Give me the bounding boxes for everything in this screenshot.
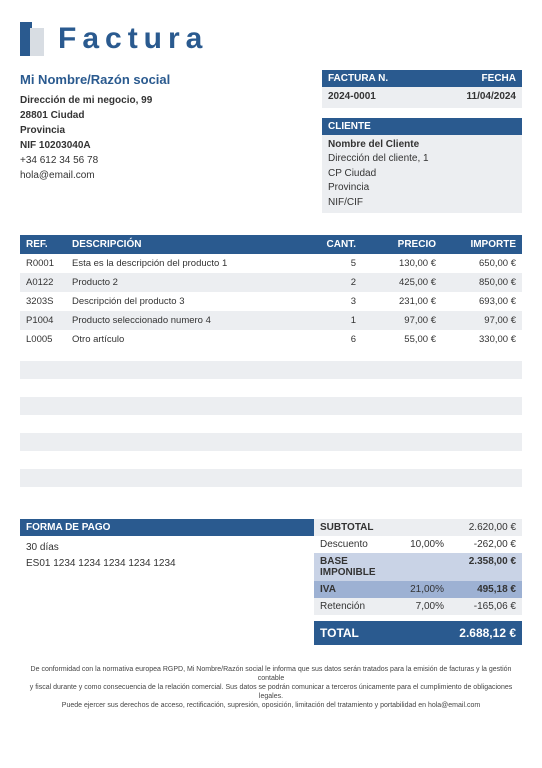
empty-row bbox=[20, 361, 522, 379]
invoice-meta-values: 2024-0001 11/04/2024 bbox=[322, 87, 522, 108]
col-ref: REF. bbox=[20, 235, 66, 254]
col-amt: IMPORTE bbox=[442, 235, 522, 254]
cell-ref: L0005 bbox=[20, 330, 66, 349]
items-header-row: REF. DESCRIPCIÓN CANT. PRECIO IMPORTE bbox=[20, 235, 522, 254]
sender-block: Mi Nombre/Razón social Dirección de mi n… bbox=[20, 70, 170, 213]
cell-amt: 850,00 € bbox=[442, 273, 522, 292]
table-row: A0122Producto 22425,00 €850,00 € bbox=[20, 273, 522, 292]
empty-row bbox=[20, 379, 522, 397]
sender-address: Dirección de mi negocio, 99 bbox=[20, 93, 170, 108]
payment-iban: ES01 1234 1234 1234 1234 1234 bbox=[26, 556, 308, 572]
items-table: REF. DESCRIPCIÓN CANT. PRECIO IMPORTE R0… bbox=[20, 235, 522, 349]
totals-retention: Retención 7,00% -165,06 € bbox=[314, 598, 522, 615]
totals-iva: IVA 21,00% 495,18 € bbox=[314, 581, 522, 598]
table-row: L0005Otro artículo655,00 €330,00 € bbox=[20, 330, 522, 349]
cell-desc: Descripción del producto 3 bbox=[66, 292, 316, 311]
cell-amt: 693,00 € bbox=[442, 292, 522, 311]
cell-qty: 6 bbox=[316, 330, 362, 349]
table-row: R0001Esta es la descripción del producto… bbox=[20, 254, 522, 273]
cell-qty: 5 bbox=[316, 254, 362, 273]
cell-price: 97,00 € bbox=[362, 311, 442, 330]
cell-desc: Producto seleccionado numero 4 bbox=[66, 311, 316, 330]
sender-city: 28801 Ciudad bbox=[20, 108, 170, 123]
client-block: CLIENTE Nombre del Cliente Dirección del… bbox=[322, 118, 522, 214]
cell-price: 55,00 € bbox=[362, 330, 442, 349]
col-price: PRECIO bbox=[362, 235, 442, 254]
sender-name: Mi Nombre/Razón social bbox=[20, 70, 170, 90]
empty-row bbox=[20, 451, 522, 469]
cell-amt: 330,00 € bbox=[442, 330, 522, 349]
cell-qty: 3 bbox=[316, 292, 362, 311]
empty-row bbox=[20, 397, 522, 415]
totals-block: SUBTOTAL 2.620,00 € Descuento 10,00% -26… bbox=[314, 519, 522, 645]
client-header: CLIENTE bbox=[322, 118, 522, 135]
cell-qty: 2 bbox=[316, 273, 362, 292]
payment-terms: 30 días bbox=[26, 540, 308, 556]
sender-nif: NIF 10203040A bbox=[20, 138, 170, 153]
invoice-number-label: FACTURA N. bbox=[328, 73, 388, 84]
cell-price: 130,00 € bbox=[362, 254, 442, 273]
invoice-date: 11/04/2024 bbox=[467, 90, 517, 105]
payment-header: FORMA DE PAGO bbox=[20, 519, 314, 536]
client-address: Dirección del cliente, 1 bbox=[328, 152, 516, 167]
totals-discount: Descuento 10,00% -262,00 € bbox=[314, 536, 522, 553]
cell-price: 425,00 € bbox=[362, 273, 442, 292]
empty-row bbox=[20, 487, 522, 505]
totals-subtotal: SUBTOTAL 2.620,00 € bbox=[314, 519, 522, 536]
document-header: Factura bbox=[20, 22, 522, 56]
table-row: 3203SDescripción del producto 33231,00 €… bbox=[20, 292, 522, 311]
cell-amt: 650,00 € bbox=[442, 254, 522, 273]
client-nif: NIF/CIF bbox=[328, 196, 516, 211]
col-desc: DESCRIPCIÓN bbox=[66, 235, 316, 254]
totals-base: BASE IMPONIBLE 2.358,00 € bbox=[314, 553, 522, 581]
empty-rows-block bbox=[20, 361, 522, 505]
client-name: Nombre del Cliente bbox=[328, 138, 516, 153]
table-row: P1004Producto seleccionado numero 4197,0… bbox=[20, 311, 522, 330]
logo-icon bbox=[20, 22, 48, 56]
cell-desc: Producto 2 bbox=[66, 273, 316, 292]
empty-row bbox=[20, 469, 522, 487]
cell-price: 231,00 € bbox=[362, 292, 442, 311]
cell-desc: Esta es la descripción del producto 1 bbox=[66, 254, 316, 273]
legal-notice: De conformidad con la normativa europea … bbox=[20, 665, 522, 710]
sender-email: hola@email.com bbox=[20, 168, 170, 183]
invoice-number: 2024-0001 bbox=[328, 90, 376, 105]
cell-ref: A0122 bbox=[20, 273, 66, 292]
cell-ref: R0001 bbox=[20, 254, 66, 273]
empty-row bbox=[20, 415, 522, 433]
cell-qty: 1 bbox=[316, 311, 362, 330]
cell-desc: Otro artículo bbox=[66, 330, 316, 349]
client-province: Provincia bbox=[328, 181, 516, 196]
col-qty: CANT. bbox=[316, 235, 362, 254]
client-city: CP Ciudad bbox=[328, 167, 516, 182]
empty-row bbox=[20, 433, 522, 451]
totals-total: TOTAL 2.688,12 € bbox=[314, 621, 522, 645]
sender-phone: +34 612 34 56 78 bbox=[20, 153, 170, 168]
sender-province: Provincia bbox=[20, 123, 170, 138]
cell-amt: 97,00 € bbox=[442, 311, 522, 330]
payment-block: FORMA DE PAGO 30 días ES01 1234 1234 123… bbox=[20, 519, 314, 645]
cell-ref: P1004 bbox=[20, 311, 66, 330]
invoice-meta-header: FACTURA N. FECHA bbox=[322, 70, 522, 87]
cell-ref: 3203S bbox=[20, 292, 66, 311]
invoice-date-label: FECHA bbox=[482, 73, 516, 84]
document-title: Factura bbox=[58, 22, 208, 56]
